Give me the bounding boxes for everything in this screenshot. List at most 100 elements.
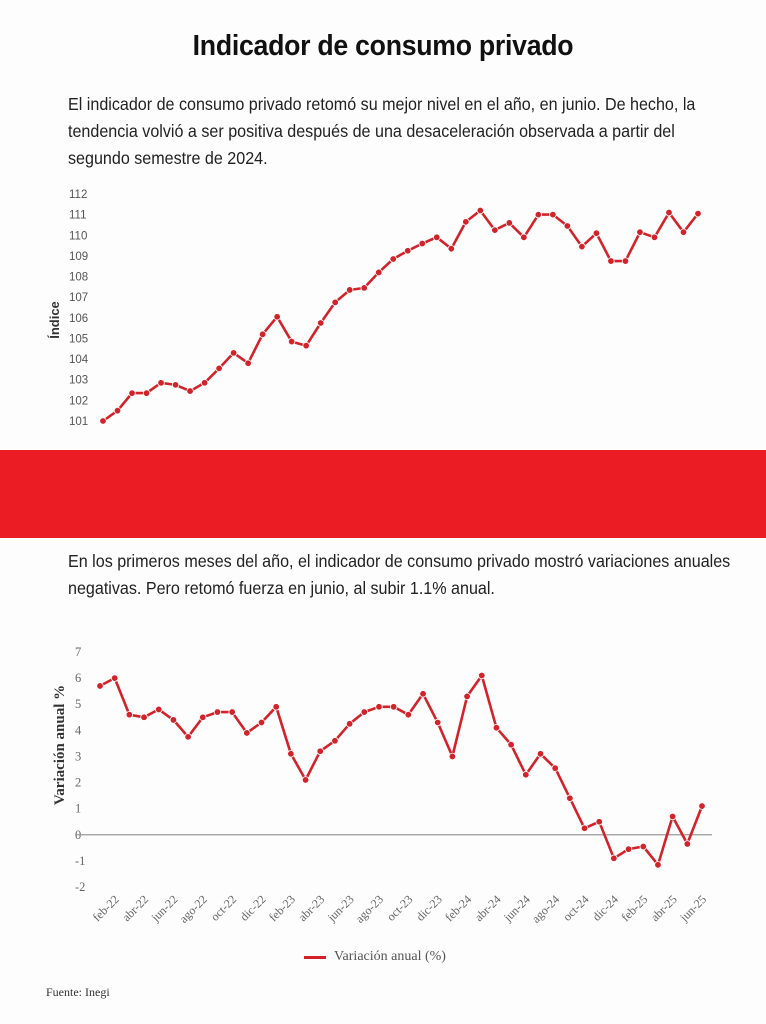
data-point — [507, 740, 515, 749]
data-point — [157, 379, 165, 387]
y-tick-label: 6 — [75, 671, 81, 685]
y-tick-label: 110 — [69, 230, 87, 242]
x-tick-label: ago-23 — [353, 892, 386, 925]
x-tick-label: feb-22 — [90, 892, 122, 924]
data-point — [476, 206, 485, 215]
data-point — [389, 255, 397, 263]
data-point — [302, 341, 310, 350]
y-tick-label: 5 — [75, 697, 81, 711]
data-point — [113, 406, 122, 415]
data-point — [698, 802, 706, 810]
data-point — [99, 417, 107, 425]
data-point — [694, 209, 702, 218]
data-point — [650, 233, 659, 242]
x-tick-label: feb-23 — [266, 892, 298, 924]
data-point — [566, 794, 574, 802]
data-point — [419, 690, 427, 698]
data-point — [592, 229, 601, 237]
data-point — [549, 210, 557, 219]
data-point — [683, 840, 692, 848]
data-point — [229, 349, 238, 357]
x-tick-label: jun-23 — [324, 892, 357, 925]
data-point — [215, 364, 223, 373]
x-tick-label: oct-24 — [560, 892, 592, 924]
data-point — [331, 298, 339, 307]
data-point — [551, 764, 559, 772]
y-tick-label: -2 — [75, 880, 85, 894]
data-point — [462, 218, 470, 226]
legend-line-swatch — [304, 955, 326, 959]
source-note: Fuente: Inegi — [46, 985, 110, 999]
data-point — [578, 242, 586, 251]
data-point — [610, 854, 618, 862]
x-tick-label: abr-24 — [472, 892, 504, 924]
data-point — [418, 239, 426, 248]
data-point — [491, 226, 499, 234]
data-point — [448, 752, 457, 761]
data-point — [110, 674, 119, 682]
x-axis-ticks: feb-22abr-22jun-22ago-22oct-22dic-22feb-… — [90, 892, 709, 925]
y-tick-label: 2 — [75, 776, 81, 790]
y-tick-label: 3 — [75, 749, 81, 763]
y-tick-label: 101 — [69, 416, 88, 428]
red-banner — [0, 450, 766, 538]
y-tick-label: 108 — [69, 272, 88, 284]
data-point — [636, 228, 644, 236]
x-tick-label: jun-24 — [500, 892, 533, 925]
intro-paragraph: El indicador de consumo privado retomó s… — [68, 94, 696, 168]
y-tick-label: 106 — [69, 313, 88, 325]
data-point — [244, 359, 252, 367]
x-tick-label: oct-22 — [208, 892, 240, 924]
y-tick-label: 4 — [75, 723, 82, 737]
second-paragraph: En los primeros meses del año, el indica… — [68, 551, 731, 598]
data-point — [668, 812, 677, 821]
data-point — [654, 861, 662, 869]
data-point — [316, 319, 325, 327]
data-point — [171, 381, 180, 389]
y-tick-label: 107 — [69, 292, 88, 304]
data-point — [665, 208, 673, 217]
data-point — [96, 682, 104, 690]
x-tick-label: dic-24 — [589, 892, 621, 924]
data-point — [580, 824, 589, 832]
x-tick-label: ago-22 — [176, 892, 209, 925]
data-point — [534, 210, 543, 219]
y-tick-label: -1 — [75, 854, 85, 868]
data-point — [447, 244, 455, 253]
data-point — [140, 713, 148, 721]
data-point — [621, 257, 630, 265]
y-tick-label: 109 — [69, 251, 88, 263]
data-point — [375, 268, 383, 277]
y-tick-label: 7 — [75, 645, 81, 659]
data-point — [272, 703, 280, 711]
data-point — [360, 708, 368, 716]
data-point — [360, 284, 368, 292]
y-tick-label: 111 — [69, 210, 86, 222]
data-point — [258, 330, 267, 339]
data-point — [287, 337, 296, 346]
data-point — [142, 389, 151, 397]
data-point — [375, 703, 383, 711]
data-point — [463, 692, 471, 701]
data-point — [492, 724, 501, 732]
data-point — [389, 703, 398, 711]
series-line — [99, 674, 704, 867]
data-point — [273, 313, 281, 321]
y-tick-label: 112 — [69, 189, 87, 201]
data-point — [536, 750, 545, 758]
data-point — [331, 737, 339, 745]
data-point — [563, 222, 572, 230]
x-tick-label: ago-24 — [529, 892, 562, 925]
data-point — [169, 716, 178, 724]
data-point — [301, 776, 310, 784]
series-points — [99, 206, 702, 425]
data-point — [639, 842, 647, 851]
data-point — [125, 710, 134, 719]
x-tick-label: abr-22 — [119, 892, 151, 924]
y-axis-ticks: 101 102 103 104 105 106 107 108 109 110 111 112 — [69, 189, 89, 428]
y-axis-label: Variación anual % — [52, 685, 68, 805]
data-point — [345, 720, 354, 728]
data-point — [607, 257, 615, 265]
y-tick-label: 1 — [75, 802, 81, 816]
